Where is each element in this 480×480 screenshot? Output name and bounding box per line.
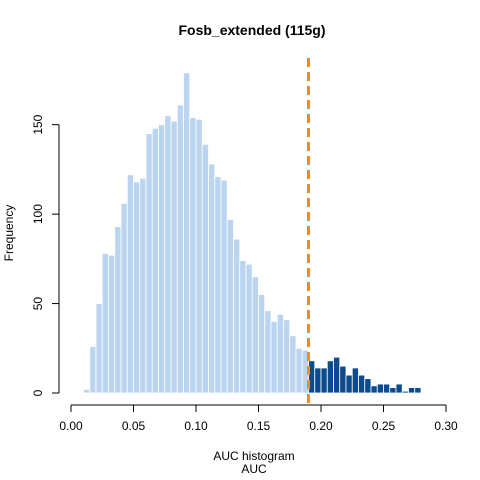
x-tick-label: 0.15 <box>247 419 271 433</box>
histogram-bar <box>251 276 259 394</box>
histogram-bar <box>270 321 278 394</box>
histogram-bar <box>108 254 116 394</box>
histogram-bar <box>258 294 266 394</box>
histogram-bar <box>295 347 303 394</box>
histogram-bar <box>358 374 366 394</box>
histogram-bar <box>89 346 97 394</box>
histogram-bar <box>120 202 128 394</box>
histogram-bar <box>276 313 284 394</box>
histogram-bar <box>414 387 422 394</box>
histogram-bar <box>176 104 184 394</box>
histogram-bar <box>226 219 234 394</box>
histogram-bar <box>408 387 416 394</box>
histogram-bar <box>83 389 91 394</box>
histogram-bar <box>345 374 353 394</box>
histogram-bar <box>395 383 403 394</box>
y-tick-label: 0 <box>31 389 45 396</box>
histogram-bar <box>164 115 172 394</box>
y-tick-label: 50 <box>31 297 45 311</box>
histogram-bar <box>326 360 334 394</box>
y-tick-label: 100 <box>31 204 45 224</box>
x-axis-label: AUC <box>241 462 267 476</box>
x-tick-label: 0.25 <box>372 419 396 433</box>
histogram-bar <box>376 383 384 394</box>
x-tick-label: 0.00 <box>59 419 83 433</box>
histogram-bar <box>214 176 222 394</box>
histogram-bar <box>126 174 134 394</box>
histogram-bar <box>351 367 359 394</box>
histogram-bar <box>339 365 347 394</box>
histogram-bar <box>95 303 103 394</box>
histogram-bar <box>370 385 378 394</box>
x-axis: 0.00 0.05 0.10 0.15 0.20 0.25 0.30 <box>59 404 458 433</box>
histogram-bar <box>333 356 341 394</box>
histogram-bar <box>151 127 159 394</box>
histogram-bar <box>239 260 247 394</box>
y-axis: 0 50 100 150 <box>31 114 60 396</box>
histogram-bar <box>158 124 166 394</box>
histogram-bars <box>83 72 422 394</box>
histogram-bar <box>133 181 141 394</box>
y-axis-label: Frequency <box>2 205 16 262</box>
histogram-bar <box>139 177 147 394</box>
histogram-bar <box>220 179 228 394</box>
histogram-bar <box>289 335 297 394</box>
histogram-bar <box>183 72 191 394</box>
x-tick-label: 0.20 <box>309 419 333 433</box>
histogram-bar <box>364 378 372 394</box>
histogram-bar <box>383 383 391 394</box>
histogram-bar <box>389 387 397 394</box>
histogram-bar <box>170 120 178 394</box>
y-tick-label: 150 <box>31 114 45 134</box>
x-tick-label: 0.10 <box>184 419 208 433</box>
histogram-bar <box>114 226 122 394</box>
histogram-bar <box>101 253 109 394</box>
histogram-bar <box>264 310 272 394</box>
chart-title: Fosb_extended (115g) <box>178 22 325 38</box>
histogram-bar <box>208 163 216 394</box>
histogram-bar <box>320 367 328 394</box>
histogram-bar <box>245 263 253 394</box>
histogram-bar <box>195 118 203 394</box>
histogram-bar <box>283 319 291 394</box>
x-tick-label: 0.05 <box>122 419 146 433</box>
histogram-bar <box>401 390 409 394</box>
histogram-bar <box>145 133 153 394</box>
histogram-bar <box>201 143 209 394</box>
x-axis-label-top: AUC histogram <box>213 449 294 463</box>
histogram-bar <box>233 238 241 394</box>
histogram-bar <box>314 367 322 394</box>
histogram-bar <box>189 117 197 394</box>
x-tick-label: 0.30 <box>434 419 458 433</box>
